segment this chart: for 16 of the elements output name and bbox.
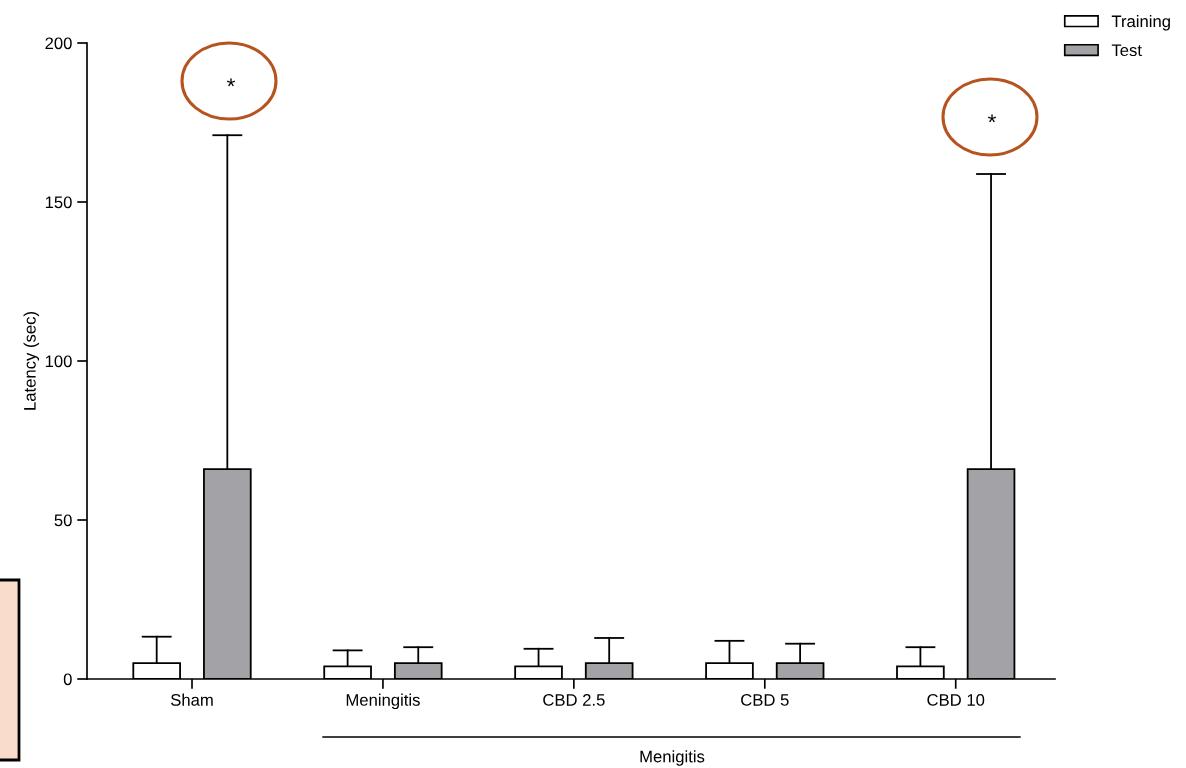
legend-label: Training — [1111, 15, 1170, 31]
annotation: * — [227, 78, 235, 87]
x-tick-label: Meningitis — [346, 693, 420, 710]
x-tick-label: Sham — [171, 693, 213, 706]
legend-label: Test — [1111, 44, 1142, 57]
y-tick-label: 150 — [45, 196, 72, 209]
y-tick-label: 0 — [63, 673, 72, 686]
y-axis-title: Latency (sec) — [23, 312, 40, 410]
x-tick-label: CBD 2.5 — [543, 694, 605, 706]
text: Menigitis — [640, 750, 705, 766]
x-tick-label: CBD 5 — [741, 694, 789, 706]
y-tick-label: 200 — [45, 37, 72, 50]
y-tick-label: 50 — [54, 514, 72, 527]
annotation: * — [988, 114, 996, 123]
y-tick-label: 100 — [45, 355, 72, 368]
x-tick-label: CBD 10 — [927, 694, 985, 706]
